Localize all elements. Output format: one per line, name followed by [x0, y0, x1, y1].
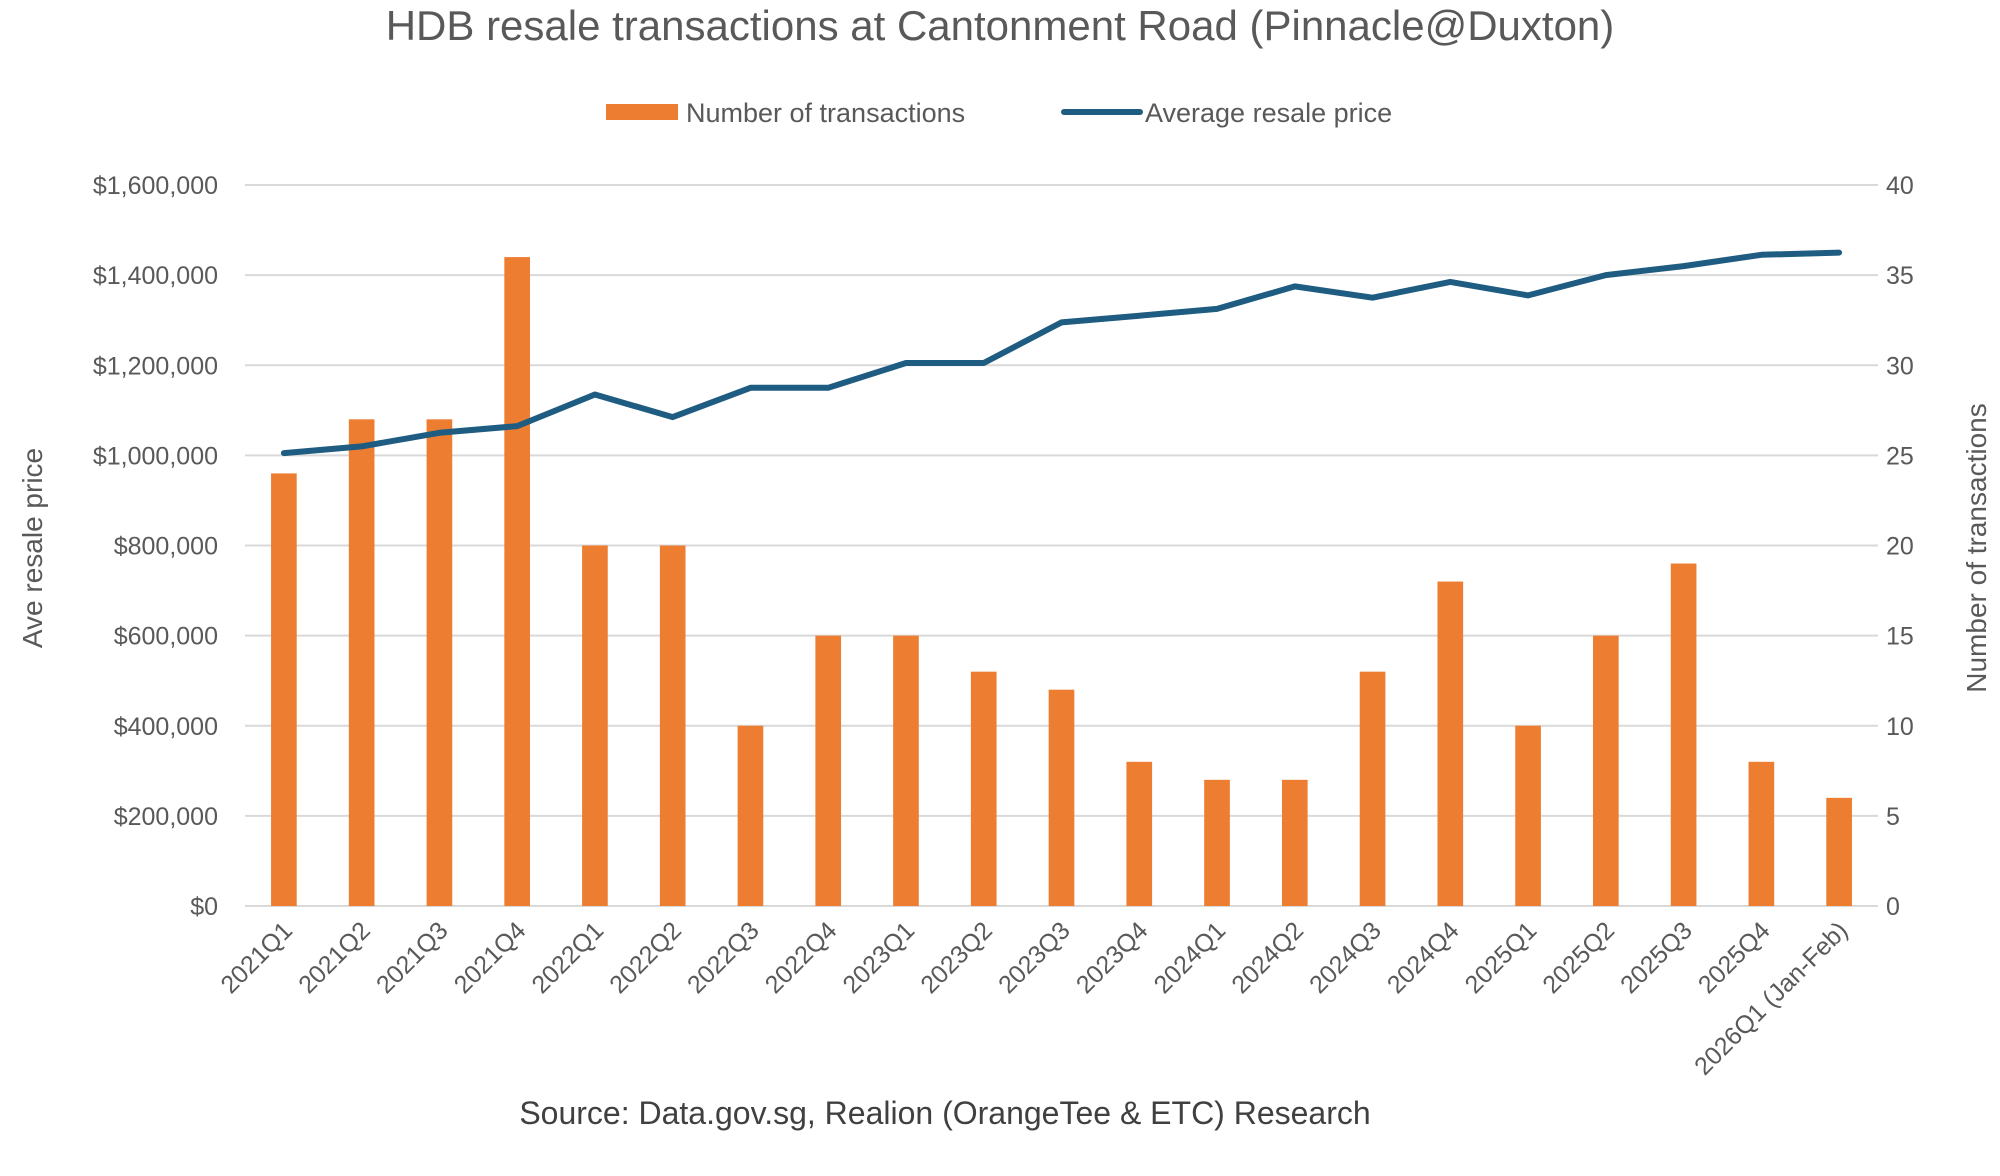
x-tick-label: 2024Q2	[1226, 916, 1309, 999]
x-tick-label: 2022Q1	[526, 916, 609, 999]
right-tick-label: 40	[1886, 172, 1914, 200]
legend-swatch-transactions	[606, 104, 678, 120]
bar	[582, 545, 608, 906]
left-tick-label: $1,600,000	[93, 172, 218, 200]
bar	[815, 635, 842, 906]
bar	[970, 671, 997, 906]
bar	[1826, 797, 1852, 906]
bar	[1593, 635, 1619, 906]
x-tick-label: 2022Q2	[604, 916, 687, 999]
bar	[1670, 563, 1697, 906]
x-tick-label: 2024Q3	[1304, 916, 1387, 999]
legend: Number of transactions Average resale pr…	[606, 98, 1392, 128]
left-tick-label: $600,000	[114, 623, 218, 651]
bar	[1281, 779, 1308, 906]
x-axis-ticks: 2021Q12021Q22021Q32021Q42022Q12022Q22022…	[215, 916, 1853, 1080]
bar	[504, 257, 530, 907]
bar	[1515, 725, 1541, 906]
x-tick-label: 2024Q1	[1149, 916, 1232, 999]
x-tick-label: 2025Q2	[1537, 916, 1620, 999]
x-tick-label: 2025Q3	[1615, 916, 1698, 999]
bar	[271, 473, 297, 906]
bar	[1204, 779, 1230, 906]
x-tick-label: 2021Q1	[215, 916, 298, 999]
right-tick-label: 5	[1886, 803, 1900, 831]
left-tick-label: $400,000	[114, 713, 218, 741]
right-tick-label: 35	[1886, 262, 1914, 290]
right-axis-title: Number of transactions	[1961, 403, 1992, 692]
x-tick-label: 2023Q4	[1071, 916, 1154, 999]
line-series-price	[280, 249, 1843, 457]
bar	[1359, 671, 1386, 906]
x-tick-label: 2021Q2	[293, 916, 376, 999]
bar	[1048, 689, 1075, 906]
bar-series-transactions	[271, 257, 1852, 907]
left-tick-label: $0	[190, 893, 218, 921]
source-note: Source: Data.gov.sg, Realion (OrangeTee …	[519, 1095, 1370, 1131]
x-tick-label: 2026Q1 (Jan-Feb)	[1689, 916, 1853, 1080]
right-tick-label: 0	[1886, 893, 1900, 921]
left-axis-title: Ave resale price	[17, 448, 48, 648]
left-tick-label: $200,000	[114, 803, 218, 831]
bar	[893, 635, 919, 906]
x-tick-label: 2023Q2	[915, 916, 998, 999]
x-tick-label: 2025Q1	[1460, 916, 1543, 999]
left-tick-label: $1,200,000	[93, 352, 218, 380]
left-tick-label: $1,400,000	[93, 262, 218, 290]
bar	[1126, 761, 1153, 906]
right-tick-label: 10	[1886, 713, 1914, 741]
right-tick-label: 20	[1886, 533, 1914, 561]
legend-label-transactions: Number of transactions	[686, 98, 965, 128]
x-tick-label: 2021Q3	[371, 916, 454, 999]
left-tick-label: $1,000,000	[93, 442, 218, 470]
bar	[659, 545, 686, 906]
bar	[1748, 761, 1775, 906]
bar	[737, 725, 764, 906]
legend-label-price: Average resale price	[1145, 98, 1392, 128]
bar	[1437, 581, 1464, 906]
right-axis-ticks: 0 5 10 15 20 25 30 35 40	[1886, 172, 1914, 921]
x-tick-label: 2024Q4	[1382, 916, 1465, 999]
price-line	[280, 249, 1843, 457]
right-tick-label: 15	[1886, 623, 1914, 651]
x-tick-label: 2023Q1	[838, 916, 921, 999]
right-tick-label: 25	[1886, 442, 1914, 470]
x-tick-label: 2022Q4	[760, 916, 843, 999]
right-tick-label: 30	[1886, 352, 1914, 380]
left-tick-label: $800,000	[114, 533, 218, 561]
bar	[348, 419, 375, 906]
x-tick-label: 2021Q4	[449, 916, 532, 999]
bar	[426, 419, 453, 906]
x-tick-label: 2022Q3	[682, 916, 765, 999]
left-axis-ticks: $0 $200,000 $400,000 $600,000 $800,000 $1,000…	[93, 172, 218, 921]
x-tick-label: 2023Q3	[993, 916, 1076, 999]
chart-title: HDB resale transactions at Cantonment Ro…	[386, 2, 1615, 49]
